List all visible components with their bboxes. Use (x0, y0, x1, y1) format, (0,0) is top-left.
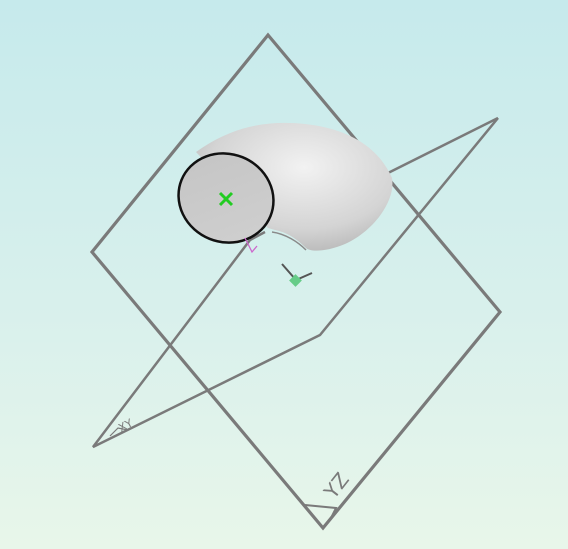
top-plane-edge-back (387, 116, 499, 175)
plus-marker-icon (218, 191, 234, 207)
axis-triad-icon (281, 263, 313, 287)
front-plane-corner-mark (304, 504, 338, 521)
top-plane-label: XY (116, 416, 135, 434)
edge-marker-icon (244, 237, 258, 254)
top-plane-corner-mark (109, 427, 129, 437)
front-plane-outline (89, 32, 503, 531)
elbow-inner-edge (271, 231, 307, 251)
top-plane-edge-hidden (249, 230, 266, 242)
pipe-elbow-model[interactable] (165, 122, 393, 257)
elbow-body (196, 122, 393, 251)
